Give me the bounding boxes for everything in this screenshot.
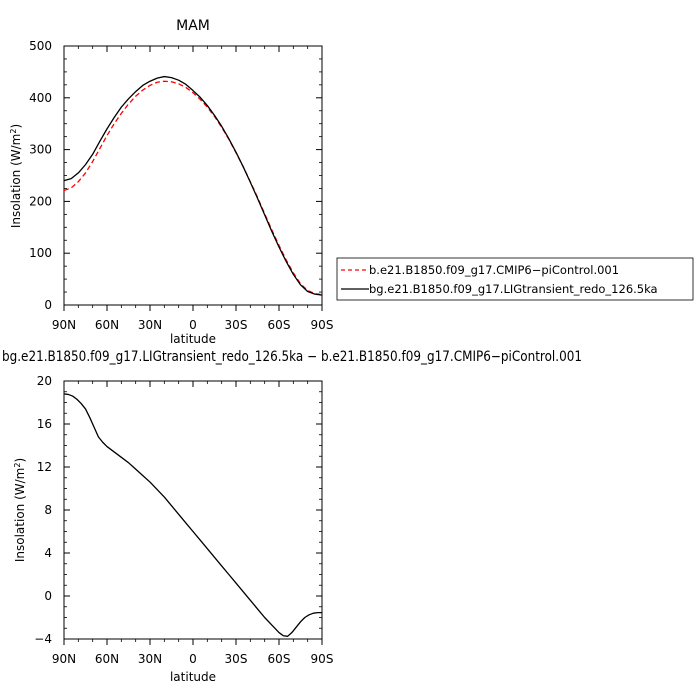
y-tick-label: 0 xyxy=(44,298,52,312)
bottom-y-axis-label: Insolation (W/m2) xyxy=(13,458,28,562)
x-tick-label: 90S xyxy=(311,318,334,332)
top-series xyxy=(63,75,323,296)
legend-entry-picontrol: b.e21.B1850.f09_g17.CMIP6−piControl.001 xyxy=(369,263,619,277)
y-tick-label: 20 xyxy=(37,374,52,388)
y-tick-label: 300 xyxy=(29,143,52,157)
x-tick-label: 60S xyxy=(268,652,291,666)
y-tick-label: −4 xyxy=(34,632,52,646)
top-y-ticks: 0 100 200 300 400 500 xyxy=(29,39,322,312)
y-tick-label: 4 xyxy=(44,546,52,560)
x-tick-label: 60N xyxy=(95,318,119,332)
series-line-1-0 xyxy=(63,393,322,637)
legend-box xyxy=(336,257,694,301)
bottom-y-ticks: −4 0 4 8 12 16 20 xyxy=(34,374,322,646)
y-tick-label: 0 xyxy=(44,589,52,603)
top-x-ticks: 90N 60N 30N 0 30S 60S 90S xyxy=(52,46,334,332)
bottom-panel: bg.e21.B1850.f09_g17.LIGtransient_redo_1… xyxy=(2,349,582,684)
legend-entry-ligtransient: bg.e21.B1850.f09_g17.LIGtransient_redo_1… xyxy=(369,282,658,296)
y-tick-label: 400 xyxy=(29,91,52,105)
bottom-series xyxy=(63,393,322,637)
x-tick-label: 60N xyxy=(95,652,119,666)
top-panel: MAM 0 100 200 300 400 500 90N 60N 30N 0 30S 60S 90S… xyxy=(9,18,334,346)
bottom-chart-title: bg.e21.B1850.f09_g17.LIGtransient_redo_1… xyxy=(2,349,582,365)
x-tick-label: 30N xyxy=(138,318,162,332)
x-tick-label: 90N xyxy=(52,652,76,666)
top-plot-frame xyxy=(63,45,323,306)
top-y-axis-label: Insolation (W/m2) xyxy=(9,124,24,228)
x-tick-label: 0 xyxy=(189,318,197,332)
bottom-x-ticks: 90N 60N 30N 0 30S 60S 90S xyxy=(52,381,334,666)
y-tick-label: 100 xyxy=(29,246,52,260)
series-line-0-0 xyxy=(63,80,323,296)
series-line-0-1 xyxy=(63,75,323,296)
x-tick-label: 30N xyxy=(138,652,162,666)
y-tick-label: 12 xyxy=(37,460,52,474)
y-tick-label: 200 xyxy=(29,194,52,208)
x-tick-label: 30S xyxy=(225,318,248,332)
y-tick-label: 500 xyxy=(29,39,52,53)
legend: b.e21.B1850.f09_g17.CMIP6−piControl.001 … xyxy=(336,257,694,301)
y-tick-label: 16 xyxy=(37,417,52,431)
bottom-x-axis-label: latitude xyxy=(170,670,216,684)
y-tick-label: 8 xyxy=(44,503,52,517)
x-tick-label: 60S xyxy=(268,318,291,332)
top-chart-title: MAM xyxy=(176,18,210,34)
x-tick-label: 0 xyxy=(189,652,197,666)
x-tick-label: 30S xyxy=(225,652,248,666)
bottom-plot-frame xyxy=(63,380,323,640)
x-tick-label: 90N xyxy=(52,318,76,332)
x-tick-label: 90S xyxy=(311,652,334,666)
top-x-axis-label: latitude xyxy=(170,332,216,346)
